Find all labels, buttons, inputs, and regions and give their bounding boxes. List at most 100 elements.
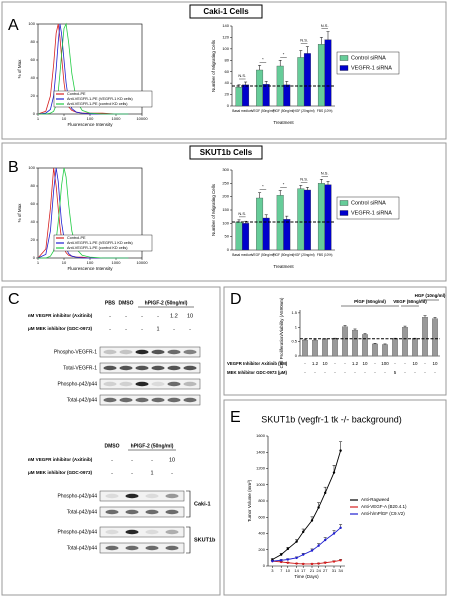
inhibitor-value: -	[131, 470, 133, 476]
y-axis-label: Cell Proliferation/Viability (A590nm)	[279, 297, 284, 368]
row-label: VEGFR Inhibitor Axitinib (nM)	[227, 361, 288, 366]
band	[183, 381, 197, 387]
row-value: 10	[412, 361, 418, 366]
row-value: 10	[432, 361, 438, 366]
y-tick-label: 0	[263, 563, 266, 568]
band	[167, 397, 181, 403]
panel-frame	[223, 399, 447, 596]
row-value: -	[304, 370, 306, 375]
bar	[283, 219, 291, 251]
marker	[310, 549, 314, 552]
x-tick-label: 21	[310, 568, 315, 573]
lane-label: PBS	[105, 300, 116, 306]
band	[167, 365, 181, 371]
y-tick-label: 1.5	[291, 310, 297, 315]
y-tick-label: 40	[31, 219, 36, 224]
band	[145, 545, 159, 551]
x-axis-label: Time (Days)	[294, 574, 319, 579]
legend-label: Anti-VEGFR-1-PE (control KD cells)	[67, 102, 128, 106]
band	[103, 365, 117, 371]
x-axis-label: Treatment	[273, 120, 294, 125]
band	[119, 349, 133, 355]
band	[119, 365, 133, 371]
group-label: PlGF (50ng/ml)	[354, 299, 386, 304]
y-tick-label: 120	[222, 34, 229, 39]
marker	[317, 506, 320, 509]
band	[145, 529, 159, 535]
row-value: -	[364, 370, 366, 375]
marker	[286, 558, 289, 561]
blot-label: Total-VEGFR-1	[63, 365, 97, 371]
y-tick-label: 80	[31, 39, 36, 44]
series-line	[38, 167, 129, 259]
blot	[99, 362, 201, 374]
y-tick-label: 1600	[256, 433, 266, 438]
band	[135, 349, 149, 355]
row-value: -	[344, 370, 346, 375]
bar	[317, 183, 325, 251]
y-tick-label: 1000	[256, 482, 266, 487]
row-label: MEK Inhibitor GDC-0973 (μM)	[227, 370, 287, 375]
row-value: -	[304, 361, 306, 366]
legend-label: VEGFR-1 siRNA	[351, 210, 392, 216]
legend-swatch	[339, 210, 349, 216]
bar	[242, 84, 250, 107]
annotation: *	[283, 51, 285, 56]
x-tick-label: 10	[62, 260, 67, 265]
x-tick-label: 10	[286, 568, 291, 573]
bar	[276, 195, 284, 251]
band	[103, 349, 117, 355]
marker	[295, 556, 298, 560]
chart-title: SKUT1b (vegfr-1 tk -/- background)	[261, 414, 402, 424]
marker	[280, 559, 283, 562]
y-tick-label: 1200	[256, 466, 266, 471]
row-value: -	[334, 361, 336, 366]
inhibitor-value: -	[171, 470, 173, 476]
legend-label: Anti-VEGF-A (B20.4.1)	[361, 504, 407, 509]
band	[135, 397, 149, 403]
inhibitor-value: -	[189, 326, 191, 332]
legend-swatch	[339, 55, 349, 61]
blot	[99, 542, 185, 554]
y-tick-label: 0	[33, 111, 36, 116]
row-value: -	[374, 370, 376, 375]
x-tick-label: 100	[87, 116, 94, 121]
annotation: *	[262, 56, 264, 61]
group-label: HGF (10ng/ml)	[415, 293, 446, 298]
marker	[332, 471, 336, 474]
x-tick-label: PlGF (50ng/ml)	[273, 109, 295, 113]
row-value: -	[354, 370, 356, 375]
row-value: -	[324, 370, 326, 375]
y-tick-label: 150	[222, 207, 229, 212]
row-value: 1.2	[352, 361, 359, 366]
row-value: -	[334, 370, 336, 375]
blot-label: Total-p42/p44	[67, 397, 98, 403]
marker	[310, 519, 314, 522]
legend-box	[336, 51, 400, 75]
marker	[295, 540, 298, 543]
blot-label: Total-p42/p44	[67, 509, 98, 515]
y-axis-label: Number of Migrating Cells	[211, 183, 216, 236]
x-tick-label: FBS (10%)	[317, 109, 333, 113]
bar	[256, 69, 264, 107]
legend-label: Anti-Ragweed	[361, 497, 390, 502]
bar	[312, 340, 318, 357]
x-tick-label: 100	[87, 260, 94, 265]
marker	[324, 561, 327, 564]
y-axis-label: Number of Migrating Cells	[211, 39, 216, 92]
inhibitor-value: -	[125, 326, 127, 332]
x-tick-label: 1000	[112, 260, 122, 265]
legend-swatch	[339, 65, 349, 71]
row-value: 1.2	[312, 361, 319, 366]
legend-label: Control-PE	[67, 92, 86, 96]
x-tick-label: 27	[323, 568, 328, 573]
bar	[297, 57, 305, 107]
band	[105, 509, 119, 515]
y-axis-label: Tumor Volume (mm³)	[247, 479, 252, 522]
y-tick-label: 20	[31, 93, 36, 98]
x-tick-label: VEGF (50ng/ml)	[251, 109, 274, 113]
x-tick-label: 24	[316, 568, 321, 573]
panel-frame	[223, 286, 447, 396]
blot	[99, 526, 185, 538]
x-tick-label: Basal medium	[232, 109, 253, 113]
